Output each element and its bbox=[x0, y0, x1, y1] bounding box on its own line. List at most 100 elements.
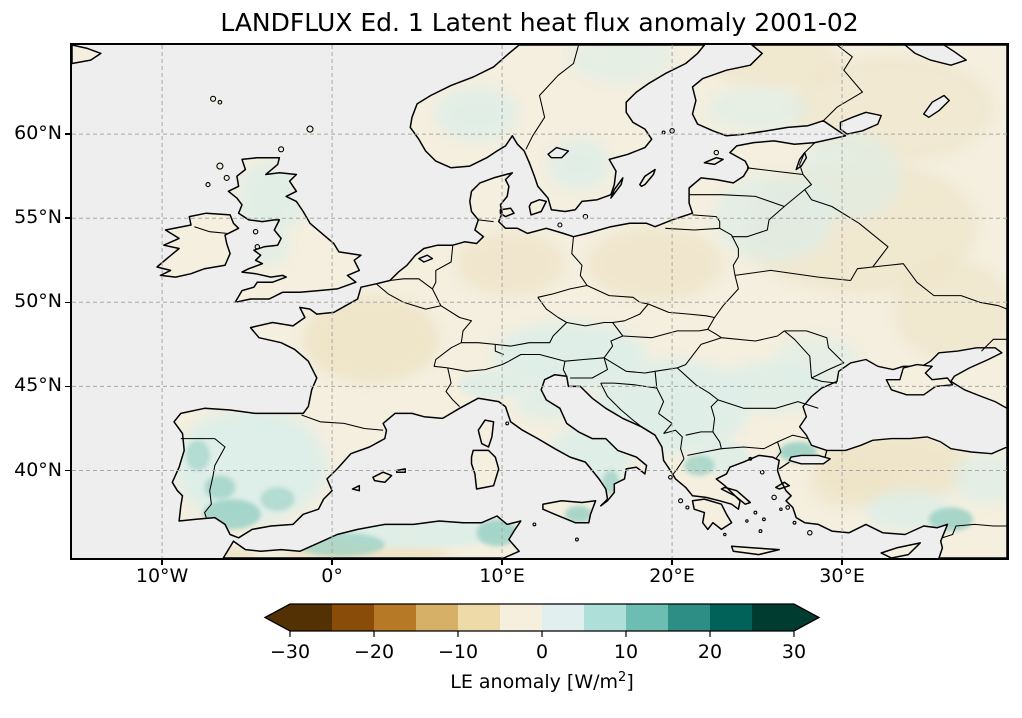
border bbox=[655, 367, 678, 372]
anomaly-patch bbox=[684, 455, 715, 476]
border bbox=[687, 448, 722, 456]
x-tick-label: 10°E bbox=[479, 565, 525, 587]
anomaly-patch bbox=[204, 475, 236, 500]
country-borders bbox=[180, 45, 1007, 539]
border bbox=[461, 342, 496, 345]
coast-iceland-fragment bbox=[72, 45, 102, 65]
border bbox=[571, 236, 588, 286]
islet bbox=[278, 146, 284, 152]
figure-title: LANDFLUX Ed. 1 Latent heat flux anomaly … bbox=[220, 8, 859, 37]
islet-outline bbox=[223, 174, 230, 181]
y-tick-label: 50°N bbox=[14, 290, 62, 313]
border bbox=[566, 321, 613, 327]
coast-oland bbox=[610, 177, 624, 199]
coast-scandinavia bbox=[409, 45, 706, 213]
border bbox=[570, 357, 609, 379]
iceland-fragment bbox=[72, 45, 101, 64]
y-tick-label: 60°N bbox=[14, 122, 62, 145]
border bbox=[431, 288, 442, 306]
islet bbox=[216, 163, 223, 170]
border bbox=[663, 429, 685, 459]
islet-outlines bbox=[205, 95, 813, 542]
anomaly-patches bbox=[174, 45, 1007, 558]
coast-corsica bbox=[477, 419, 495, 448]
white-sea bbox=[904, 45, 967, 66]
border bbox=[495, 322, 568, 347]
y-tick-mark bbox=[65, 133, 70, 135]
border bbox=[301, 414, 384, 431]
border bbox=[431, 245, 454, 290]
islet bbox=[807, 530, 812, 535]
border bbox=[603, 357, 656, 374]
border bbox=[746, 167, 804, 176]
border bbox=[850, 266, 873, 281]
islet-outline bbox=[748, 456, 753, 461]
coast-lesbos bbox=[775, 481, 791, 490]
sea-of-marmara bbox=[788, 454, 831, 465]
colorbar-tick-label: −10 bbox=[437, 641, 479, 663]
corsica bbox=[478, 420, 494, 447]
colorbar-segment bbox=[542, 604, 585, 631]
anomaly-patch bbox=[459, 371, 528, 399]
colorbar-segment bbox=[584, 604, 627, 631]
colorbar-over-arrow bbox=[794, 604, 819, 631]
islet bbox=[785, 505, 790, 510]
coast-gotland bbox=[639, 168, 656, 188]
anomaly-patch bbox=[260, 487, 295, 511]
colorbar-segment bbox=[668, 604, 711, 631]
colorbar-segment bbox=[458, 604, 501, 631]
x-tick-mark bbox=[671, 560, 673, 565]
black-sea bbox=[798, 347, 1007, 455]
islet bbox=[307, 126, 313, 133]
border bbox=[732, 256, 739, 276]
crimea bbox=[885, 363, 954, 396]
coast-cyprus bbox=[880, 542, 922, 558]
coast-ibiza bbox=[351, 484, 361, 492]
border bbox=[612, 303, 649, 324]
islet-outline bbox=[557, 222, 563, 228]
colorbar-tick-label: 10 bbox=[613, 641, 639, 663]
border bbox=[710, 399, 719, 432]
border bbox=[689, 194, 785, 207]
anomaly-patch bbox=[893, 260, 1007, 362]
border bbox=[783, 330, 813, 379]
border bbox=[478, 219, 494, 223]
islet bbox=[668, 475, 673, 480]
border bbox=[714, 275, 739, 318]
border bbox=[564, 357, 605, 362]
colorbar-label-suffix: ] bbox=[626, 671, 634, 693]
border bbox=[447, 360, 510, 372]
islet bbox=[760, 470, 764, 475]
x-tick-label: 20°E bbox=[649, 565, 695, 587]
anomaly-patch bbox=[456, 231, 565, 296]
anomaly-patch bbox=[570, 45, 673, 84]
islet-outline bbox=[792, 520, 797, 525]
islet-outline bbox=[217, 99, 223, 105]
islet-outline bbox=[216, 162, 224, 170]
border bbox=[783, 174, 813, 207]
x-tick-label: 30°E bbox=[819, 565, 865, 587]
sardinia bbox=[471, 450, 499, 489]
islet-outline bbox=[574, 537, 579, 542]
border bbox=[656, 387, 665, 414]
border bbox=[508, 353, 566, 362]
islet-outline bbox=[779, 507, 783, 511]
islet-outline bbox=[713, 149, 720, 156]
border bbox=[799, 142, 816, 175]
scandinavia bbox=[410, 45, 705, 212]
coast-ireland bbox=[156, 212, 240, 278]
islet-outline bbox=[252, 228, 259, 235]
colorbar-tick-label: 20 bbox=[697, 641, 723, 663]
y-tick-mark bbox=[65, 301, 70, 304]
y-tick-mark bbox=[65, 385, 70, 388]
border bbox=[775, 441, 782, 460]
border bbox=[676, 367, 719, 401]
ijsselmeer bbox=[418, 254, 434, 263]
coast-menorca bbox=[395, 468, 406, 473]
islet-outline bbox=[753, 510, 758, 515]
y-tick-mark bbox=[65, 469, 70, 472]
colorbar-tick-label: 30 bbox=[781, 641, 807, 663]
anomaly-patch bbox=[493, 322, 647, 390]
colorbar-segment bbox=[374, 604, 417, 631]
y-tick-label: 55°N bbox=[14, 206, 62, 229]
